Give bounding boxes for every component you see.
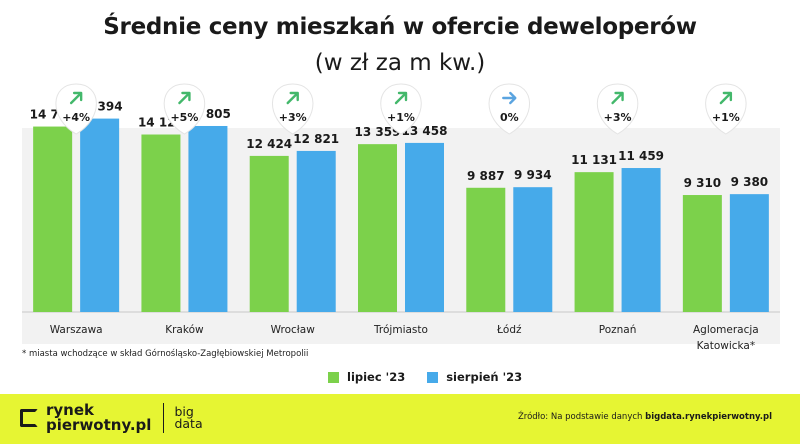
bar-july-6 xyxy=(682,195,722,312)
arrow-up-head-icon-5 xyxy=(614,91,624,102)
change-marker-1 xyxy=(163,83,206,135)
bar-august-6 xyxy=(729,194,769,312)
arrow-up-icon-6 xyxy=(719,92,732,105)
arrow-up-head-icon-6 xyxy=(722,91,733,102)
brand-logo: rynek pierwotny.pl big data xyxy=(20,403,203,433)
brand-divider xyxy=(163,403,165,433)
legend-swatch-august xyxy=(427,371,439,383)
bar-august-4 xyxy=(513,187,553,312)
category-label-6-line-1: Katowicka* xyxy=(697,340,756,352)
footer-bar: rynek pierwotny.pl big data Źródło: Na p… xyxy=(0,394,800,444)
change-label-4: 0% xyxy=(500,111,519,124)
source-domain: bigdata.rynekpierwotny.pl xyxy=(645,412,772,422)
value-label-july-3: 13 359 xyxy=(355,125,401,139)
source-prefix: Źródło: Na podstawie danych xyxy=(517,412,643,422)
change-marker-4 xyxy=(488,83,531,135)
bar-august-3 xyxy=(405,142,444,312)
value-label-july-5: 11 131 xyxy=(571,153,617,167)
arrow-up-icon-3 xyxy=(394,92,407,105)
category-label-0: Warszawa xyxy=(50,324,103,336)
bar-july-3 xyxy=(358,144,397,312)
legend-item-august: sierpień '23 xyxy=(427,370,522,384)
big-data-logo: big data xyxy=(174,404,203,431)
arrow-up-head-icon-3 xyxy=(397,91,408,102)
arrow-up-icon-1 xyxy=(178,92,190,105)
category-label-2: Wrocław xyxy=(271,324,316,336)
bar-july-1 xyxy=(141,134,181,312)
big-data-line-1: big xyxy=(174,404,194,419)
brand-mark-icon xyxy=(20,409,38,427)
category-label-5: Poznań xyxy=(599,324,637,336)
change-marker-6 xyxy=(705,83,747,135)
arrow-up-icon-0 xyxy=(69,92,82,105)
chart-title: Średnie ceny mieszkań w ofercie dewelope… xyxy=(103,14,697,40)
bar-july-4 xyxy=(466,187,506,312)
arrow-up-icon-2 xyxy=(286,92,298,105)
brand-line-1: rynek xyxy=(46,401,95,419)
bar-august-1 xyxy=(188,125,228,312)
brand-name: rynek pierwotny.pl xyxy=(46,403,151,433)
value-label-july-2: 12 424 xyxy=(246,137,292,151)
bar-july-2 xyxy=(249,155,289,312)
brand-line-2: pierwotny.pl xyxy=(46,416,152,434)
value-label-july-6: 9 310 xyxy=(684,176,722,190)
category-label-6: Aglomeracja xyxy=(693,324,759,336)
category-label-1: Kraków xyxy=(165,324,204,336)
value-label-july-4: 9 887 xyxy=(467,169,505,183)
change-label-6: +1% xyxy=(712,111,740,124)
change-label-3: +1% xyxy=(387,111,415,124)
legend-label-august: sierpień '23 xyxy=(446,370,523,384)
arrow-up-head-icon-1 xyxy=(181,91,191,102)
legend-swatch-july xyxy=(328,371,339,383)
change-label-0: +4% xyxy=(62,111,90,124)
source-note: Źródło: Na podstawie danych bigdata.ryne… xyxy=(518,412,772,422)
arrow-up-head-icon-0 xyxy=(72,91,83,102)
change-label-1: +5% xyxy=(170,111,198,124)
bar-july-5 xyxy=(574,172,614,312)
change-marker-5 xyxy=(596,83,639,135)
arrow-up-icon-5 xyxy=(611,92,623,105)
arrow-up-head-icon-2 xyxy=(289,91,299,102)
big-data-line-2: data xyxy=(174,416,203,431)
change-marker-3 xyxy=(380,83,422,135)
bar-august-0 xyxy=(80,118,120,313)
value-label-august-6: 9 380 xyxy=(731,175,769,189)
value-label-august-4: 9 934 xyxy=(514,168,552,182)
arrow-right-head-icon-4 xyxy=(509,91,517,105)
legend-label-july: lipiec '23 xyxy=(347,370,406,384)
value-label-august-3: 13 458 xyxy=(402,124,448,138)
bar-july-0 xyxy=(33,126,73,312)
bar-august-2 xyxy=(296,150,336,312)
change-label-5: +3% xyxy=(604,111,632,124)
footnote: * miasta wchodzące w skład Górnośląsko-Z… xyxy=(22,349,309,359)
value-label-august-2: 12 821 xyxy=(293,132,339,146)
value-label-august-5: 11 459 xyxy=(618,149,664,163)
bar-august-5 xyxy=(621,168,661,312)
category-label-3: Trójmiasto xyxy=(373,324,428,336)
change-marker-0 xyxy=(55,83,97,135)
legend: lipiec '23 sierpień '23 xyxy=(328,370,544,384)
change-label-2: +3% xyxy=(279,111,307,124)
legend-item-july: lipiec '23 xyxy=(328,370,405,384)
category-label-4: Łódź xyxy=(496,324,522,336)
chart-subtitle: (w zł za m kw.) xyxy=(314,50,486,76)
change-marker-2 xyxy=(271,83,314,135)
